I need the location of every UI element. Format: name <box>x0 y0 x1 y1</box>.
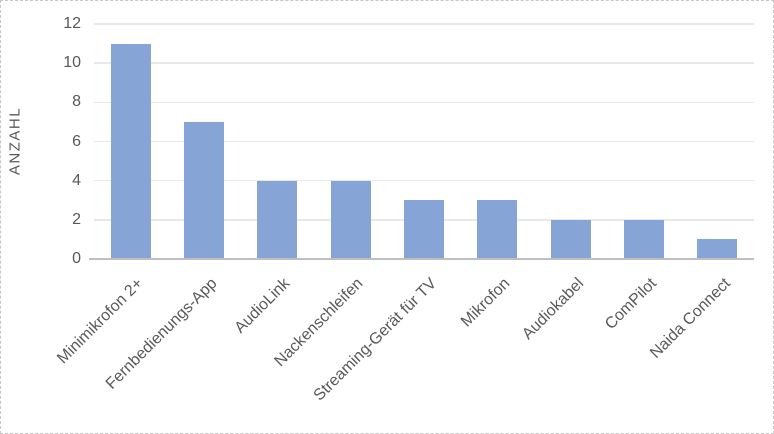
x-category-label: Audiokabel <box>518 275 587 344</box>
y-tick-label: 12 <box>63 15 81 32</box>
bar <box>697 239 738 259</box>
bar <box>330 180 371 259</box>
gridline <box>94 23 754 25</box>
y-tick-label: 0 <box>72 250 81 267</box>
bar <box>550 219 591 259</box>
x-axis-line <box>89 258 754 260</box>
bar <box>257 180 298 259</box>
bar <box>404 200 444 259</box>
y-tick-label: 8 <box>72 93 81 111</box>
bar <box>184 121 224 259</box>
y-tick-label: 6 <box>72 132 81 150</box>
plot-area <box>94 23 754 259</box>
y-tick-label: 10 <box>63 54 81 72</box>
x-category-label: AudioLink <box>231 275 294 337</box>
x-category-label: ComPilot <box>602 275 661 333</box>
bar <box>110 43 151 259</box>
gridline <box>94 140 754 143</box>
gridline <box>94 62 754 64</box>
y-tick-label: 2 <box>72 210 81 228</box>
bar <box>624 219 664 259</box>
gridline <box>94 101 754 104</box>
y-tick-label: 4 <box>72 171 81 189</box>
x-category-label: Streaming-Gerät für TV <box>310 275 441 405</box>
y-axis-title: ANZAHL <box>6 106 24 176</box>
x-category-label: Mikrofon <box>457 275 514 331</box>
bar <box>477 200 518 259</box>
gridline <box>94 179 754 182</box>
